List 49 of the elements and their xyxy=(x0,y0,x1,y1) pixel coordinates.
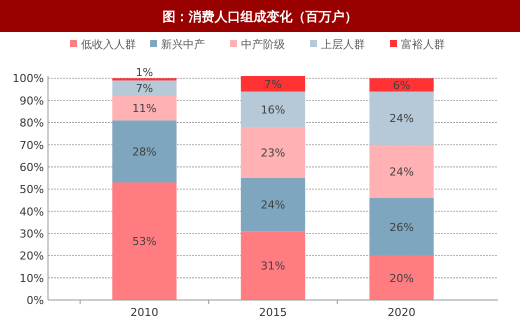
y-tick-label: 90% xyxy=(20,94,44,108)
y-tick-label: 0% xyxy=(26,294,44,307)
y-tick-label: 70% xyxy=(20,138,44,152)
data-label: 28% xyxy=(132,145,157,158)
data-label: 24% xyxy=(389,112,414,126)
bar xyxy=(369,92,434,145)
data-label: 6% xyxy=(392,78,410,92)
data-label: 7% xyxy=(264,78,282,91)
x-tick-label: 2015 xyxy=(259,306,287,319)
data-label: 11% xyxy=(132,102,157,116)
data-label: 7% xyxy=(136,82,154,96)
y-tick-label: 60% xyxy=(20,160,44,174)
bar xyxy=(240,76,306,92)
data-label: 16% xyxy=(260,103,286,116)
bar xyxy=(240,231,306,300)
y-tick-label: 50% xyxy=(20,183,44,196)
data-label: 31% xyxy=(260,260,286,273)
legend-label: 中产阶级 xyxy=(241,38,285,51)
y-tick-label: 40% xyxy=(20,205,44,218)
bar xyxy=(112,120,177,182)
x-tick-label: 2020 xyxy=(388,306,416,319)
legend-label: 富裕人群 xyxy=(401,38,445,51)
bar xyxy=(112,182,177,300)
bar xyxy=(369,144,434,198)
bar xyxy=(369,198,434,256)
bar xyxy=(240,178,306,232)
y-tick-label: 20% xyxy=(20,250,44,263)
y-tick-label: 30% xyxy=(20,227,44,240)
data-label: 20% xyxy=(389,272,414,285)
bar xyxy=(240,92,306,128)
y-tick-label: 100% xyxy=(12,72,44,86)
bar xyxy=(112,80,177,96)
data-label: 23% xyxy=(260,146,286,160)
bar xyxy=(369,78,434,92)
legend-label: 新兴中产 xyxy=(161,38,205,51)
chart-title: 图：消费人口组成变化（百万户） xyxy=(162,9,358,25)
x-tick-label: 2010 xyxy=(130,306,158,319)
bar xyxy=(112,96,177,120)
data-label: 26% xyxy=(389,220,414,234)
data-label: 1% xyxy=(136,66,154,80)
legend-label: 低收入人群 xyxy=(81,38,136,51)
data-label: 53% xyxy=(132,235,157,248)
y-tick-label: 10% xyxy=(20,272,44,285)
bar xyxy=(240,127,306,178)
legend-label: 上层人群 xyxy=(321,38,365,51)
data-label: 24% xyxy=(389,165,414,178)
y-tick-label: 80% xyxy=(20,116,44,130)
bar xyxy=(369,256,434,300)
data-label: 24% xyxy=(260,198,286,212)
